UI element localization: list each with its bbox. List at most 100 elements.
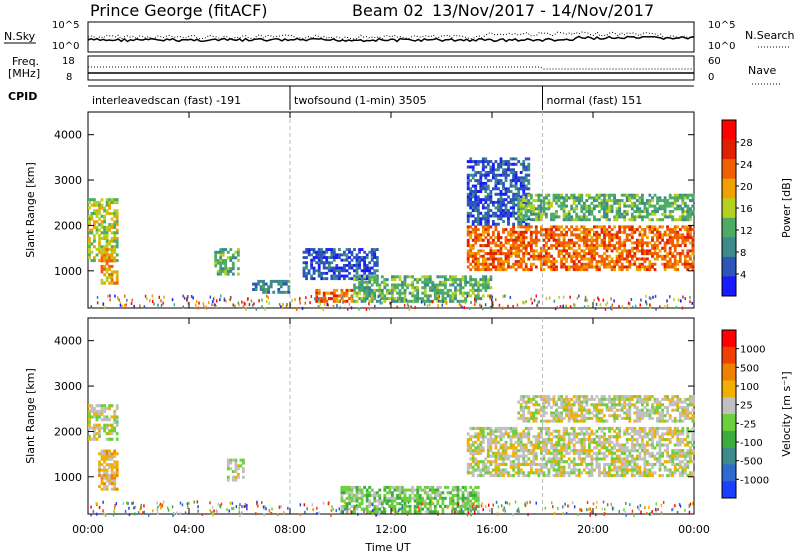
data-cell bbox=[590, 460, 594, 464]
data-cell bbox=[479, 176, 483, 180]
data-cell bbox=[630, 204, 634, 208]
data-cell bbox=[340, 488, 344, 492]
data-cell bbox=[585, 199, 589, 203]
data-cell bbox=[567, 218, 571, 222]
data-cell bbox=[484, 184, 488, 188]
data-cell bbox=[663, 210, 667, 213]
data-cell bbox=[229, 256, 233, 260]
data-cell bbox=[560, 465, 563, 469]
data-cell bbox=[484, 435, 488, 439]
data-cell bbox=[666, 265, 669, 269]
data-cell bbox=[373, 507, 377, 511]
scatter-cell bbox=[160, 299, 162, 303]
data-cell bbox=[562, 465, 566, 469]
data-cell bbox=[476, 485, 480, 489]
data-cell bbox=[600, 215, 604, 219]
data-cell bbox=[585, 252, 589, 256]
data-cell bbox=[641, 236, 644, 240]
data-cell bbox=[598, 471, 601, 475]
data-cell bbox=[93, 209, 96, 213]
data-cell bbox=[476, 198, 480, 202]
data-cell bbox=[562, 449, 566, 453]
data-cell bbox=[651, 265, 654, 269]
data-cell bbox=[686, 443, 690, 447]
data-cell bbox=[504, 203, 508, 207]
data-cell bbox=[466, 173, 470, 177]
data-cell bbox=[683, 210, 687, 213]
data-cell bbox=[234, 470, 238, 474]
data-cell bbox=[499, 443, 503, 447]
data-cell bbox=[105, 407, 109, 411]
data-cell bbox=[595, 460, 599, 464]
data-cell bbox=[100, 270, 104, 274]
data-cell bbox=[668, 228, 672, 232]
data-cell bbox=[370, 258, 374, 262]
data-cell bbox=[113, 418, 117, 422]
data-cell bbox=[534, 212, 538, 216]
data-cell bbox=[486, 257, 490, 261]
data-cell bbox=[633, 432, 637, 436]
data-cell bbox=[547, 260, 551, 264]
scatter-cell bbox=[301, 306, 304, 310]
data-cell bbox=[476, 496, 480, 500]
data-cell bbox=[661, 432, 664, 436]
data-cell bbox=[375, 275, 379, 279]
data-cell bbox=[570, 215, 574, 219]
data-cell bbox=[365, 291, 369, 295]
data-cell bbox=[676, 204, 680, 208]
data-cell bbox=[486, 268, 490, 272]
data-cell bbox=[237, 259, 240, 262]
data-cell bbox=[534, 468, 538, 472]
data-cell bbox=[507, 262, 510, 266]
data-cell bbox=[683, 260, 687, 264]
data-cell bbox=[476, 260, 480, 264]
data-cell bbox=[219, 261, 223, 265]
data-cell bbox=[552, 236, 556, 240]
data-cell bbox=[534, 199, 538, 203]
data-cell bbox=[570, 204, 574, 208]
data-cell bbox=[623, 460, 627, 464]
data-cell bbox=[115, 242, 119, 246]
data-cell bbox=[474, 462, 478, 466]
data-cell bbox=[653, 225, 657, 229]
data-cell bbox=[282, 290, 286, 294]
data-cell bbox=[537, 199, 541, 203]
data-cell bbox=[408, 488, 412, 492]
data-cell bbox=[433, 286, 437, 290]
data-cell bbox=[93, 429, 96, 433]
data-cell bbox=[476, 195, 480, 199]
data-cell bbox=[595, 260, 599, 264]
scatter-cell bbox=[664, 305, 666, 309]
data-cell bbox=[380, 291, 384, 295]
data-cell bbox=[360, 283, 364, 287]
data-cell bbox=[585, 408, 589, 412]
data-cell bbox=[678, 438, 682, 442]
data-cell bbox=[522, 190, 526, 193]
scatter-cell bbox=[474, 301, 477, 305]
data-cell bbox=[572, 218, 576, 222]
data-cell bbox=[479, 249, 483, 253]
data-cell bbox=[673, 426, 677, 430]
data-cell bbox=[588, 233, 591, 237]
data-cell bbox=[423, 502, 427, 506]
data-cell bbox=[575, 474, 579, 478]
data-cell bbox=[370, 250, 374, 254]
scatter-cell bbox=[512, 305, 514, 308]
data-cell bbox=[105, 236, 109, 240]
data-cell bbox=[524, 168, 528, 172]
data-cell bbox=[454, 291, 457, 295]
data-cell bbox=[689, 207, 692, 211]
data-cell bbox=[681, 474, 685, 478]
data-cell bbox=[671, 210, 675, 213]
data-cell bbox=[368, 491, 372, 495]
data-cell bbox=[686, 225, 690, 229]
data-cell bbox=[653, 432, 657, 436]
data-cell bbox=[492, 187, 495, 191]
data-cell bbox=[582, 244, 586, 248]
data-cell bbox=[633, 468, 637, 472]
data-cell bbox=[512, 228, 515, 232]
data-cell bbox=[522, 400, 526, 404]
data-cell bbox=[507, 162, 510, 166]
data-cell bbox=[322, 264, 326, 267]
data-cell bbox=[469, 451, 473, 455]
